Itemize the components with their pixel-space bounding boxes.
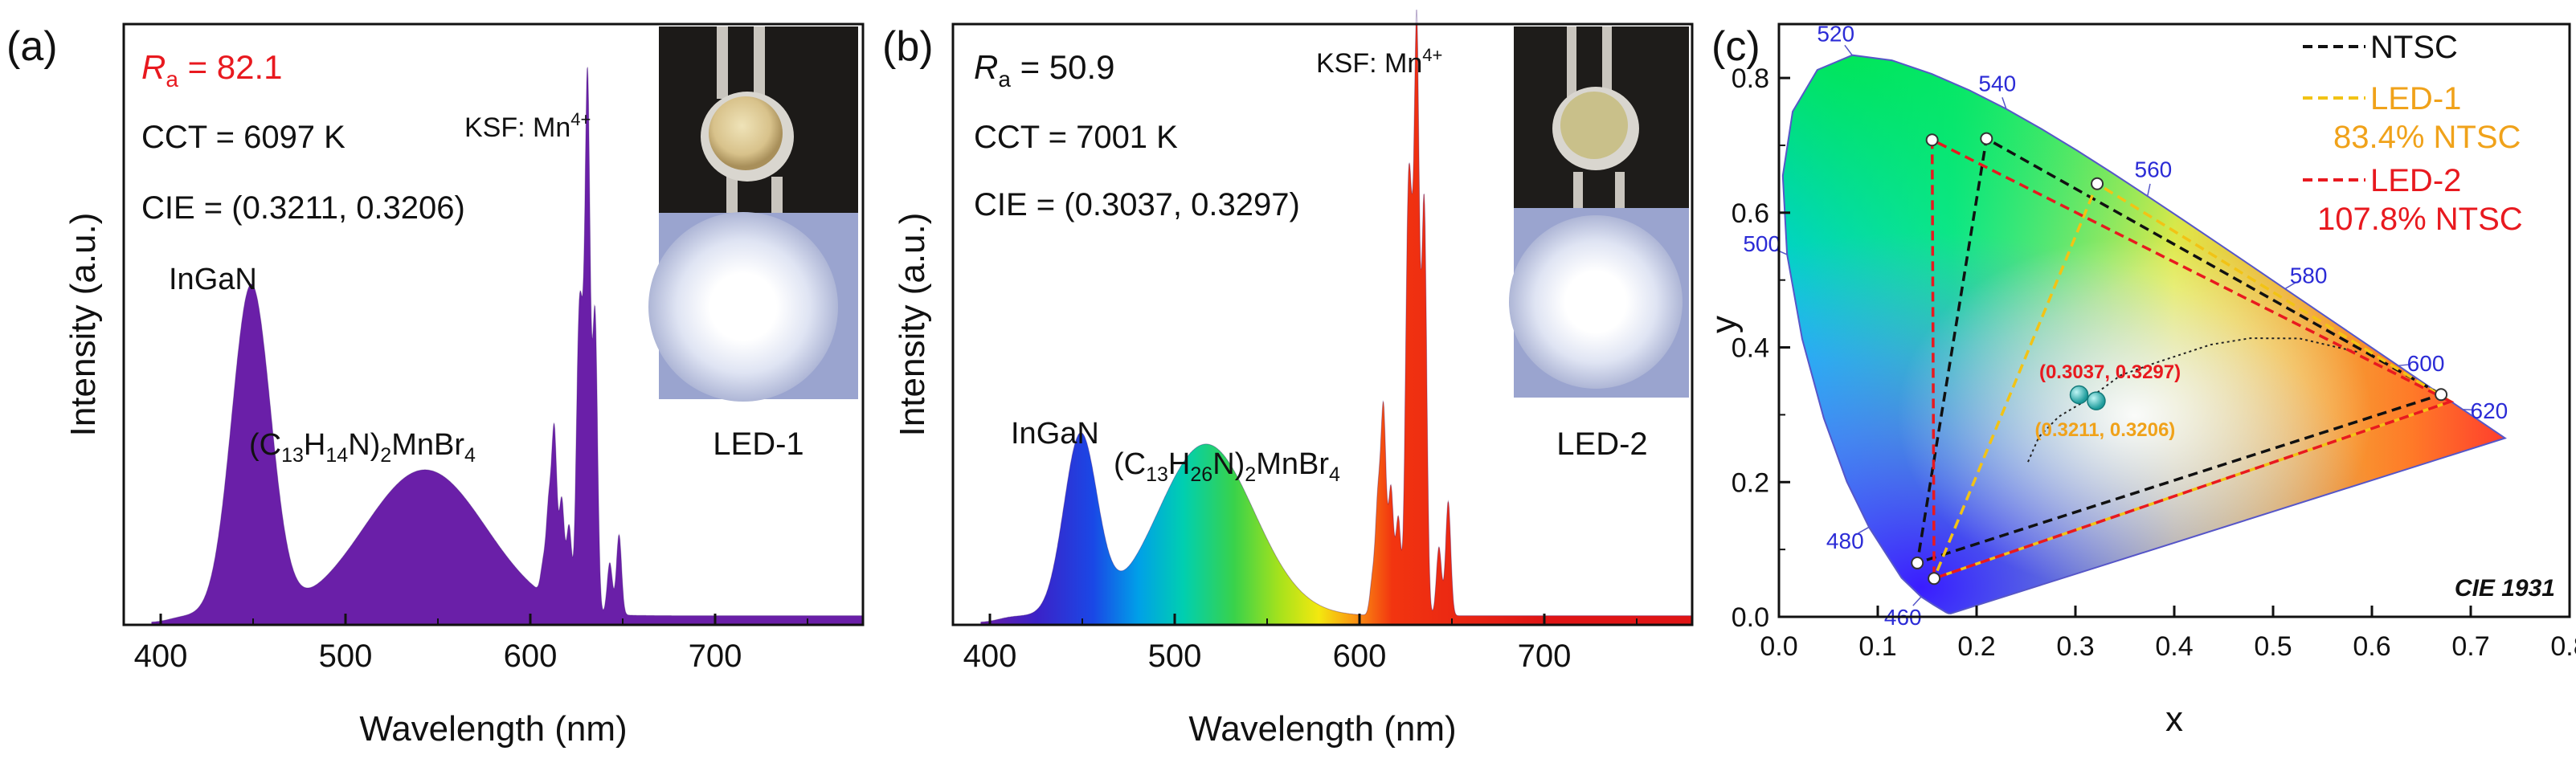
wavelength-label: 500 [1743, 231, 1781, 256]
ksf-label: KSF: Mn4+ [1316, 45, 1442, 79]
legend-ntsc: NTSC [2303, 30, 2458, 65]
cct-label: CCT = 7001 K [974, 120, 1178, 155]
primary-marker [1928, 572, 1941, 586]
primary-marker [2435, 388, 2448, 402]
svg-text:NTSC: NTSC [2370, 30, 2458, 65]
wavelength-label: 480 [1826, 528, 1864, 553]
planckian-locus [2027, 337, 2358, 463]
x-ticks: 400 500 600 700 [963, 614, 1638, 674]
phosphor-label: (C13H14N)2MnBr4 [249, 428, 476, 467]
primary-marker [2091, 177, 2104, 190]
x-tick-label: 700 [1518, 639, 1572, 674]
x-axis-label: Wavelength (nm) [359, 709, 627, 749]
led-point-label: (0.3211, 0.3206) [2034, 419, 2175, 441]
svg-text:LED-1: LED-1 [2370, 81, 2461, 116]
wavelength-label: 560 [2135, 157, 2173, 182]
led-photo: LED-2 [1509, 27, 1689, 462]
corner-label: CIE 1931 [2455, 575, 2555, 602]
ingan-label: InGaN [169, 263, 257, 296]
x-tick-label: 0.0 [1760, 631, 1797, 662]
y-tick-label: 0.0 [1732, 602, 1769, 633]
spectrum-outline [151, 67, 863, 622]
ksf-label: KSF: Mn4+ [464, 109, 591, 143]
ingan-label: InGaN [1011, 417, 1099, 451]
x-tick-label: 500 [319, 639, 373, 674]
x-tick-label: 700 [689, 639, 742, 674]
x-tick-label: 0.4 [2155, 631, 2193, 662]
wavelength-label: 580 [2290, 263, 2328, 288]
triangle-led-1 [1932, 182, 2454, 581]
y-axis-label: Intensity (a.u.) [63, 213, 103, 437]
ra-label: Ra = 50.9 [974, 48, 1115, 92]
panel-a-label: (a) [6, 23, 58, 70]
wavelength-tick [1775, 248, 1788, 255]
x-tick-label: 0.7 [2451, 631, 2489, 662]
led-label: LED-2 [1556, 426, 1647, 462]
x-ticks: 400 500 600 700 [134, 614, 808, 674]
y-tick-label: 0.6 [1732, 198, 1769, 229]
cie-label: CIE = (0.3037, 0.3297) [974, 187, 1300, 222]
plot-frame [951, 22, 1694, 626]
cct-label: CCT = 6097 K [141, 120, 346, 155]
wavelength-tick [2398, 363, 2411, 366]
x-tick-label: 0.8 [2550, 631, 2576, 662]
y-tick-label: 0.8 [1732, 63, 1769, 94]
legend-led1: LED-1 83.4% NTSC [2303, 81, 2521, 155]
x-tick-label: 0.6 [2353, 631, 2390, 662]
primary-marker [1925, 133, 1939, 147]
wavelength-tick [2002, 96, 2007, 109]
led-point [2087, 391, 2106, 410]
x-tick-label: 0.1 [1858, 631, 1896, 662]
primary-marker [1980, 132, 1993, 145]
panel-c-label: (c) [1711, 23, 1760, 70]
wavelength-tick [1912, 596, 1922, 606]
legend: NTSC LED-1 83.4% NTSC LED-2 107.8% NTSC [2303, 30, 2523, 237]
x-axis-label: Wavelength (nm) [1188, 709, 1456, 749]
y-tick-label: 0.4 [1732, 333, 1769, 364]
wavelength-tick [1858, 526, 1870, 534]
ra-label: Ra = 82.1 [141, 48, 283, 92]
cie-label: CIE = (0.3211, 0.3206) [141, 190, 465, 226]
led-point-label: (0.3037, 0.3297) [2039, 361, 2181, 383]
led-point [2069, 385, 2089, 405]
legend-led2: LED-2 107.8% NTSC [2303, 163, 2523, 237]
panel-b-label: (b) [882, 23, 934, 70]
x-tick-label: 0.5 [2254, 631, 2292, 662]
x-axis-label: x [2165, 700, 2183, 739]
led-photo: LED-1 [648, 27, 858, 462]
x-tick-label: 600 [504, 639, 558, 674]
led-label: LED-1 [713, 426, 803, 462]
svg-text:83.4% NTSC: 83.4% NTSC [2333, 120, 2521, 155]
primary-marker [1911, 556, 1924, 569]
wavelength-label: 620 [2471, 398, 2509, 423]
triangle-led-2 [1930, 137, 2455, 581]
x-tick-label: 0.3 [2056, 631, 2094, 662]
triangle-ntsc [1916, 136, 2445, 565]
axis-ticks: 0.0 0.1 0.2 0.3 0.4 0.5 0.6 0.7 0.8 0.0 0.2 0.4 0.6 0… [1732, 63, 2576, 662]
spectrum-fill [151, 67, 863, 625]
plot-frame [122, 22, 865, 626]
y-axis-label: y [1704, 316, 1744, 333]
svg-text:107.8% NTSC: 107.8% NTSC [2317, 202, 2523, 237]
panel-b: (b) 400 500 600 700 Wavelength (nm) Intensi… [882, 10, 1694, 749]
panel-a: (a) 400 500 600 700 Wavelength (nm) Intensi… [6, 22, 865, 749]
y-tick-label: 0.2 [1732, 467, 1769, 498]
spectrum-outline [980, 10, 1692, 622]
x-tick-label: 600 [1333, 639, 1387, 674]
x-tick-label: 400 [963, 639, 1017, 674]
y-axis-label: Intensity (a.u.) [893, 213, 932, 437]
x-tick-label: 0.2 [1957, 631, 1995, 662]
phosphor-label: (C13H26N)2MnBr4 [1114, 447, 1340, 486]
x-tick-label: 500 [1148, 639, 1202, 674]
svg-text:LED-2: LED-2 [2370, 163, 2461, 198]
wavelength-tick [1844, 44, 1853, 56]
gamut-triangles: (0.3037, 0.3297) (0.3211, 0.3206) [1911, 132, 2455, 586]
wavelength-label: 540 [1978, 71, 2016, 96]
x-tick-label: 400 [134, 639, 188, 674]
wavelength-tick [2147, 183, 2151, 197]
wavelength-tick [2284, 282, 2296, 290]
wavelength-label: 600 [2407, 351, 2445, 376]
